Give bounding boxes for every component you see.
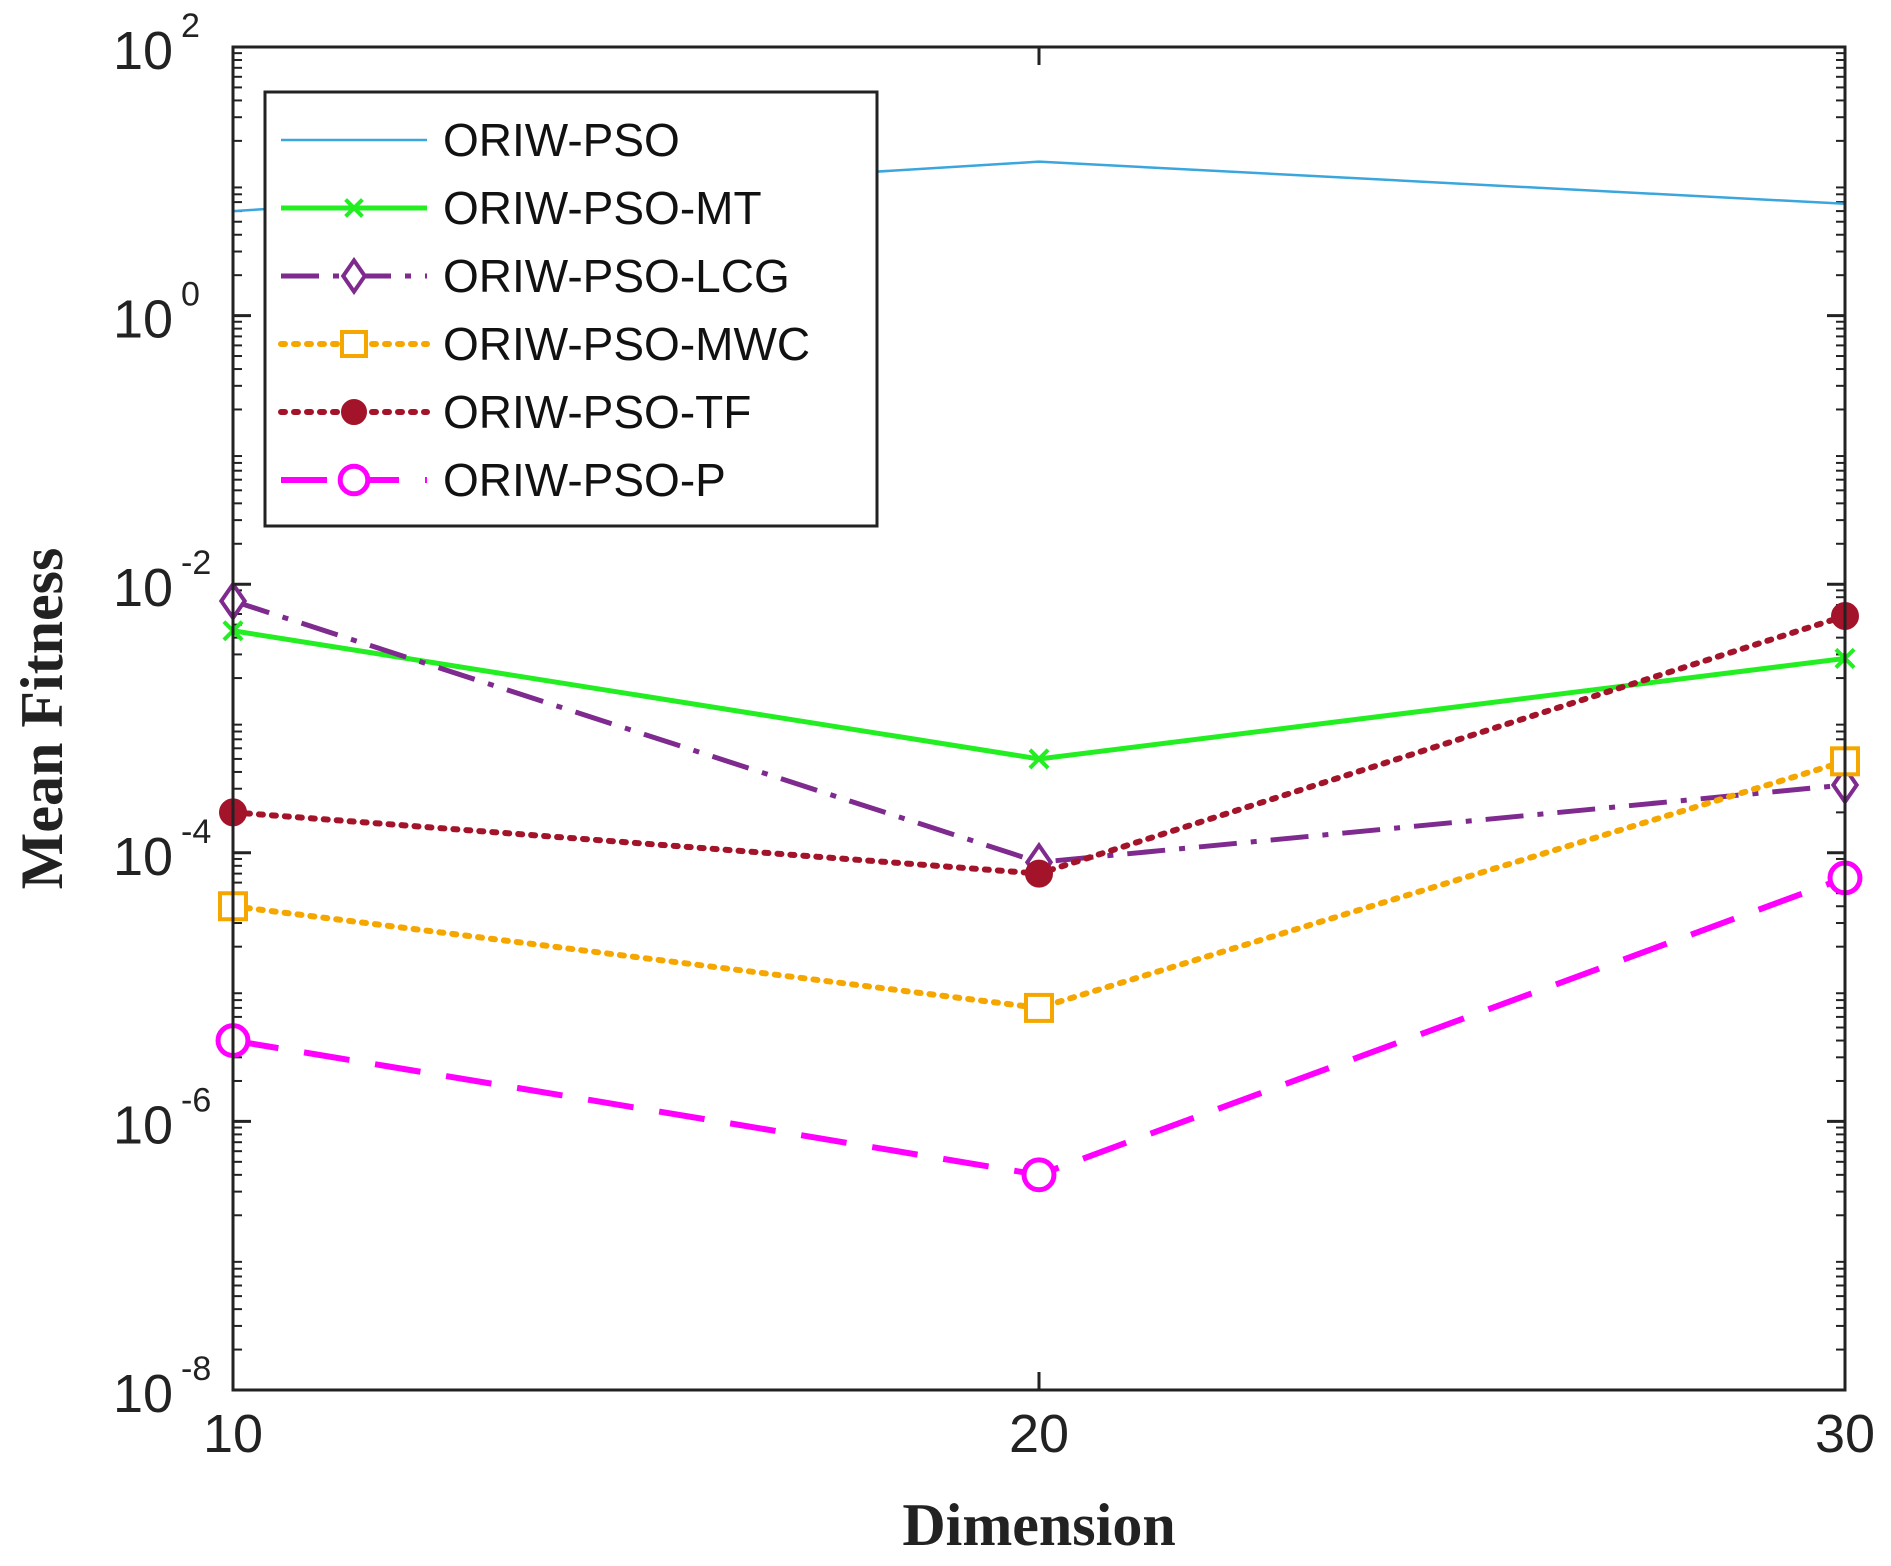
y-tick-label: 10 — [113, 21, 173, 81]
y-tick-label: 10 — [113, 290, 173, 350]
y-axis-title: Mean Fitness — [9, 548, 75, 890]
y-tick-label: 10 — [113, 1095, 173, 1155]
y-tick-label: 10 — [113, 558, 173, 618]
x-marker — [1028, 748, 1050, 770]
axis-ticks: 10 -810 -610 -410 -210 010 210 20 30 — [113, 7, 1875, 1464]
x-axis-title: Dimension — [902, 1492, 1175, 1558]
square-marker — [340, 330, 368, 358]
legend-label: ORIW-PSO-LCG — [443, 250, 790, 302]
y-tick-exponent: -2 — [181, 544, 211, 582]
x-marker — [344, 198, 364, 218]
y-tick-label: 10 — [113, 1364, 173, 1424]
y-tick-exponent: 2 — [181, 7, 200, 45]
legend-label: ORIW-PSO-MT — [443, 182, 762, 234]
square-marker — [1024, 992, 1054, 1023]
legend-item: ORIW-PSO-TF — [278, 386, 751, 438]
y-tick-label: 10 — [113, 827, 173, 887]
legend-box — [263, 90, 879, 528]
x-tick-label: 10 — [203, 1404, 263, 1464]
dot-marker — [1025, 859, 1053, 888]
dot-marker — [341, 399, 367, 425]
y-tick-exponent: -4 — [181, 813, 211, 851]
legend-item: ORIW-PSO — [281, 114, 680, 166]
y-tick-exponent: -6 — [181, 1081, 211, 1119]
series-layer — [215, 160, 1863, 1193]
circle-marker — [1021, 1157, 1057, 1193]
legend-label: ORIW-PSO — [443, 114, 680, 166]
legend: ORIW-PSO ORIW-PSO-MT ORIW-PSO-LCG ORIW-PSO-… — [263, 90, 879, 528]
x-tick-label: 30 — [1815, 1404, 1875, 1464]
diamond-marker — [340, 256, 368, 296]
legend-item: ORIW-PSO-LCG — [281, 250, 790, 302]
legend-item: ORIW-PSO-MWC — [278, 318, 810, 370]
legend-label: ORIW-PSO-P — [443, 454, 726, 506]
x-tick-label: 20 — [1009, 1404, 1069, 1464]
y-tick-exponent: 0 — [181, 276, 200, 314]
legend-label: ORIW-PSO-TF — [443, 386, 751, 438]
legend-label: ORIW-PSO-MWC — [443, 318, 810, 370]
circle-marker — [337, 463, 371, 497]
y-tick-exponent: -8 — [181, 1350, 211, 1388]
legend-item: ORIW-PSO-P — [281, 454, 726, 506]
legend-item: ORIW-PSO-MT — [281, 182, 762, 234]
